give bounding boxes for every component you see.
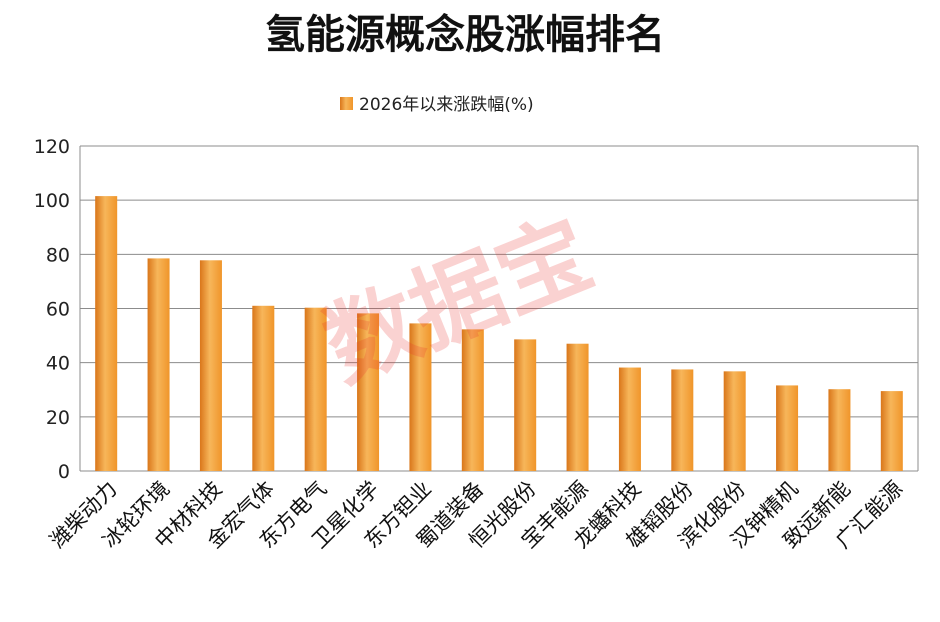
bar-1 xyxy=(95,196,118,471)
bar-10 xyxy=(566,343,589,471)
chart-title: 氢能源概念股涨幅排名 xyxy=(265,11,665,58)
x-axis-labels: 潍柴动力冰轮环境中材科技金宏气体东方电气卫星化学东方钽业蜀道装备恒光股份宝丰能源… xyxy=(45,477,907,553)
bar-13 xyxy=(723,371,746,471)
y-tick-label: 40 xyxy=(46,353,70,375)
bar-4 xyxy=(252,305,275,471)
y-tick-label: 80 xyxy=(46,244,70,266)
legend: 2026年以来涨跌幅(%) xyxy=(340,95,534,115)
bar-9 xyxy=(514,339,537,471)
y-tick-label: 60 xyxy=(46,299,70,321)
y-tick-label: 100 xyxy=(34,190,70,212)
bar-14 xyxy=(776,385,799,471)
bar-12 xyxy=(671,369,694,471)
y-tick-label: 20 xyxy=(46,407,70,429)
bar-8 xyxy=(461,329,484,471)
legend-swatch xyxy=(340,97,353,110)
legend-label: 2026年以来涨跌幅(%) xyxy=(359,95,534,115)
bar-5 xyxy=(304,307,327,471)
bar-15 xyxy=(828,389,851,471)
y-axis-ticks: 0 20 40 60 80 100 120 xyxy=(34,136,70,483)
y-tick-label: 0 xyxy=(58,461,70,483)
bar-3 xyxy=(199,260,222,471)
watermark: 数据宝 xyxy=(310,199,606,402)
y-tick-label: 120 xyxy=(34,136,70,158)
bars xyxy=(95,196,903,471)
bar-2 xyxy=(147,258,170,471)
bar-6 xyxy=(357,313,380,471)
bar-16 xyxy=(880,391,903,471)
bar-7 xyxy=(409,323,432,471)
bar-11 xyxy=(618,367,641,471)
